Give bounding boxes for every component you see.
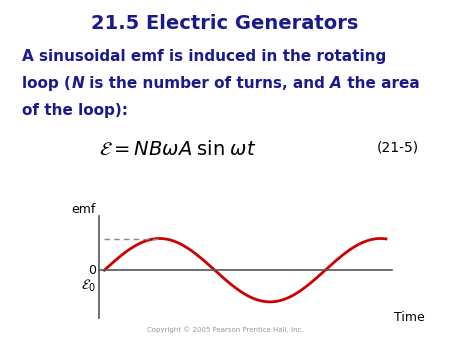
Text: of the loop):: of the loop): xyxy=(22,103,129,118)
Text: the area: the area xyxy=(342,76,420,91)
Text: A sinusoidal emf is induced in the rotating: A sinusoidal emf is induced in the rotat… xyxy=(22,49,387,64)
Text: Copyright © 2005 Pearson Prentice Hall, Inc.: Copyright © 2005 Pearson Prentice Hall, … xyxy=(147,326,303,333)
Text: (21-5): (21-5) xyxy=(376,140,418,154)
Text: loop (: loop ( xyxy=(22,76,72,91)
Text: emf: emf xyxy=(72,203,96,216)
Text: 21.5 Electric Generators: 21.5 Electric Generators xyxy=(91,14,359,32)
Text: $\mathcal{E}_0$: $\mathcal{E}_0$ xyxy=(81,278,96,294)
Text: is the number of turns, and: is the number of turns, and xyxy=(84,76,330,91)
Text: Time: Time xyxy=(394,311,425,324)
Text: $\mathcal{E} = NB\omega A \;\mathrm{sin}\; \omega t$: $\mathcal{E} = NB\omega A \;\mathrm{sin}… xyxy=(99,140,256,159)
Text: 0: 0 xyxy=(88,264,96,277)
Text: N: N xyxy=(72,76,84,91)
Text: A: A xyxy=(330,76,342,91)
